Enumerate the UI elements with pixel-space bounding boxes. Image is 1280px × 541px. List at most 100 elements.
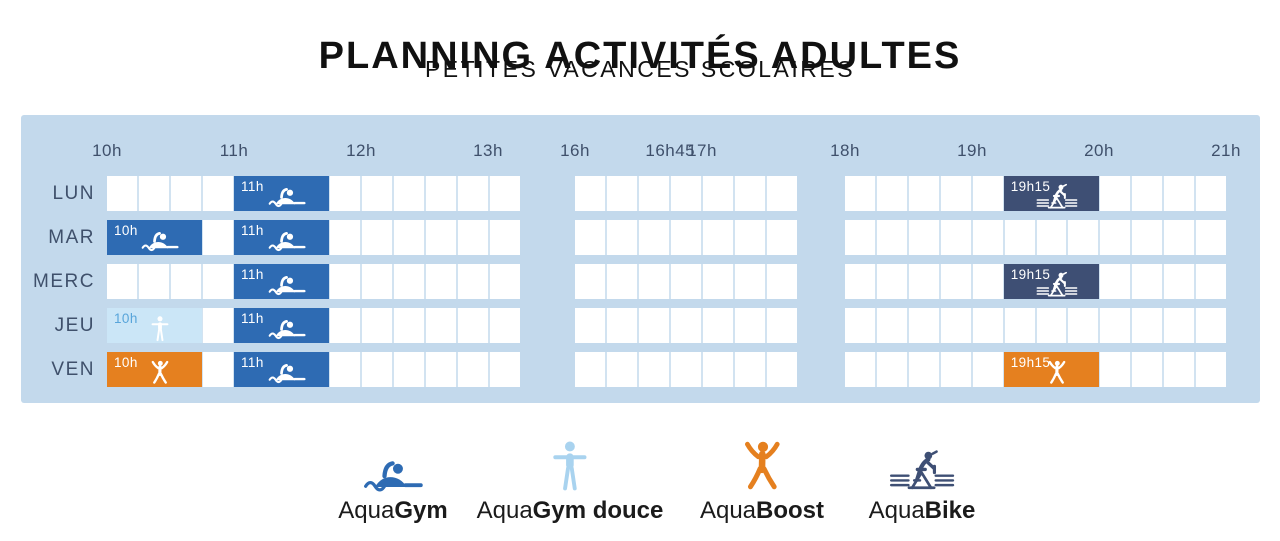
grid-cell xyxy=(360,176,393,211)
grid-cell xyxy=(637,308,670,343)
aquagym-swimmer-icon xyxy=(268,362,307,384)
grid-cell xyxy=(392,264,425,299)
aquagym-swimmer-icon xyxy=(268,318,307,340)
grid-cell xyxy=(1066,220,1099,255)
legend-label-prefix: Aqua xyxy=(868,497,925,524)
grid-cell xyxy=(1194,176,1227,211)
grid-cell xyxy=(669,220,702,255)
grid-cell xyxy=(874,176,907,211)
grid-cell xyxy=(168,264,201,299)
block-time-label: 10h xyxy=(114,311,138,326)
day-label-mar: MAR xyxy=(48,227,95,248)
grid-cell xyxy=(487,220,520,255)
grid-cell xyxy=(938,352,971,387)
grid-cell xyxy=(845,220,875,255)
grid-cell xyxy=(200,220,233,255)
block-time-label: 11h xyxy=(241,267,264,282)
legend-label: AquaGym xyxy=(338,497,447,525)
grid-cell xyxy=(733,264,766,299)
grid-cell xyxy=(1130,308,1163,343)
grid-cell xyxy=(328,308,361,343)
page-title-regular: PLANNING ACTIVITÉS xyxy=(318,35,761,78)
grid-cell xyxy=(874,352,907,387)
activity-block-aquaboost: 10h xyxy=(107,352,203,387)
grid-cell xyxy=(487,264,520,299)
activity-block-aquagym: 11h xyxy=(234,176,330,211)
grid-cell xyxy=(906,308,939,343)
grid-cell xyxy=(906,352,939,387)
grid-cell xyxy=(701,264,734,299)
schedule-row-ven-evening: 19h15 xyxy=(845,352,1227,387)
grid-cell xyxy=(701,352,734,387)
block-time-label: 19h15 xyxy=(1010,267,1051,282)
grid-cell xyxy=(1162,308,1195,343)
schedule-row-ven-afternoon xyxy=(575,352,798,387)
day-label-ven: VEN xyxy=(51,359,95,380)
schedule-row-jeu-afternoon xyxy=(575,308,798,343)
grid-cell xyxy=(360,308,393,343)
grid-cell xyxy=(424,176,456,211)
legend-label-prefix: Aqua xyxy=(699,497,757,524)
grid-cell xyxy=(455,264,488,299)
grid-cell xyxy=(845,264,875,299)
grid-cell xyxy=(637,264,670,299)
grid-cell xyxy=(845,176,875,211)
grid-cell xyxy=(1194,220,1227,255)
grid-cell xyxy=(1194,264,1227,299)
aquagym-swimmer-icon xyxy=(268,186,307,208)
legend-label: AquaBike xyxy=(869,497,976,525)
aquabike-icon xyxy=(1036,183,1078,211)
grid-cell xyxy=(938,220,971,255)
grid-cell xyxy=(605,264,638,299)
grid-cell xyxy=(605,220,638,255)
grid-cell xyxy=(701,176,734,211)
time-label-20h: 20h xyxy=(1084,141,1114,160)
grid-cell xyxy=(669,352,702,387)
block-time-label: 10h xyxy=(114,355,138,370)
time-label-21h: 21h xyxy=(1211,141,1241,160)
time-label-12h: 12h xyxy=(346,141,376,160)
activity-block-aquagym-douce: 10h xyxy=(107,308,203,343)
grid-cell xyxy=(575,220,606,255)
schedule-row-merc-evening: 19h15 xyxy=(845,264,1227,299)
grid-cell xyxy=(1194,308,1227,343)
grid-cell xyxy=(455,176,488,211)
grid-cell xyxy=(1098,352,1131,387)
grid-cell xyxy=(424,308,456,343)
aquaboost-jumper-icon xyxy=(151,360,171,386)
time-label-16h45: 16h45 xyxy=(645,141,696,160)
grid-cell xyxy=(938,264,971,299)
grid-cell xyxy=(765,264,798,299)
grid-cell xyxy=(938,308,971,343)
grid-cell xyxy=(701,220,734,255)
block-time-label: 11h xyxy=(241,223,264,238)
grid-cell xyxy=(1002,220,1035,255)
legend-item-aquagym-douce: AquaGym douce xyxy=(477,437,663,525)
grid-cell xyxy=(970,264,1003,299)
block-time-label: 19h15 xyxy=(1010,355,1051,370)
legend-item-aquabike: AquaBike xyxy=(869,437,976,525)
grid-cell xyxy=(1130,176,1163,211)
grid-cell xyxy=(200,264,233,299)
grid-cell xyxy=(1098,176,1131,211)
aquagym-douce-person-icon xyxy=(151,316,170,343)
grid-cell xyxy=(733,220,766,255)
grid-cell xyxy=(669,308,702,343)
block-time-label: 11h xyxy=(241,311,264,326)
time-label-16h: 16h xyxy=(560,141,590,160)
grid-cell xyxy=(1066,308,1099,343)
grid-cell xyxy=(765,308,798,343)
aquagym-douce-person-icon xyxy=(553,437,588,493)
grid-cell xyxy=(1194,352,1227,387)
grid-cell xyxy=(136,176,169,211)
aquabike-icon xyxy=(1036,271,1078,299)
grid-cell xyxy=(200,308,233,343)
grid-cell xyxy=(874,220,907,255)
grid-cell xyxy=(328,352,361,387)
grid-cell xyxy=(605,176,638,211)
legend-label-prefix: Aqua xyxy=(338,497,395,524)
schedule-row-jeu-evening xyxy=(845,308,1227,343)
grid-cell xyxy=(1162,220,1195,255)
legend-item-aquaboost: AquaBoost xyxy=(700,437,824,525)
grid-cell xyxy=(765,176,798,211)
